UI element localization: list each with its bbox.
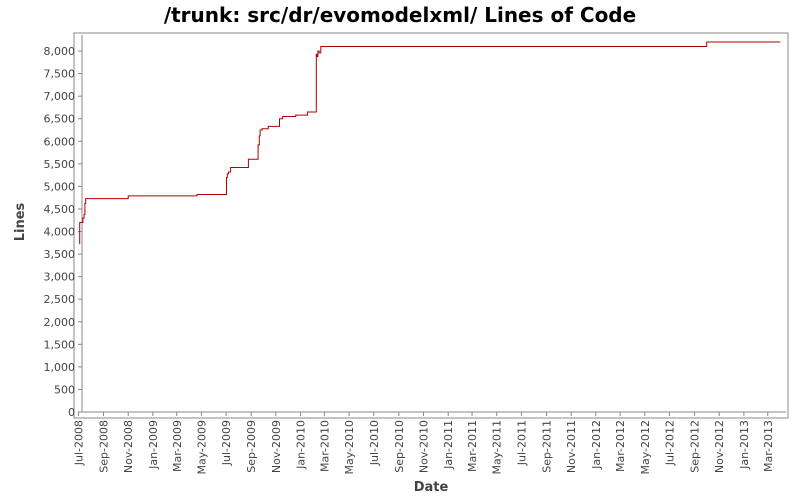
y-tick-label: 6,500 [44,113,76,126]
x-tick-label: Jul-2009 [220,420,233,466]
x-tick-label: Mar-2011 [466,420,479,472]
x-tick-label: Jul-2008 [72,420,85,466]
x-tick-label: Jul-2012 [663,420,676,466]
y-tick-label: 0 [68,406,75,419]
series-line [79,41,781,245]
y-tick-label: 7,500 [44,68,76,81]
x-axis: Jul-2008 Sep-2008 Nov-2008 Jan-2009 Mar-2009… [72,411,786,475]
x-tick-label: Sep-2008 [98,420,111,473]
x-tick-label: Sep-2011 [540,420,553,473]
x-tick-label: Jan-2012 [590,420,603,470]
y-tick-label: 3,000 [44,271,76,284]
x-tick-label: Nov-2010 [418,420,431,473]
x-tick-label: Nov-2008 [122,420,135,473]
x-tick-label: Sep-2009 [245,420,258,473]
x-tick-label: Mar-2009 [171,420,184,472]
x-axis-title: Date [414,480,449,495]
y-tick-label: 7,000 [44,90,76,103]
x-tick-label: Jan-2011 [442,420,455,470]
x-tick-label: Jul-2010 [368,420,381,466]
y-tick-label: 1,500 [44,338,76,351]
x-tick-label: Nov-2009 [270,420,283,473]
chart-title: /trunk: src/dr/evomodelxml/ Lines of Cod… [163,3,637,27]
x-tick-label: Mar-2013 [762,420,775,472]
y-tick-label: 4,000 [44,226,76,239]
x-tick-label: Jul-2011 [515,420,528,466]
x-tick-label: Mar-2012 [614,420,627,472]
x-tick-label: May-2010 [343,420,356,475]
x-tick-label: Jan-2013 [738,420,751,470]
x-tick-label: Sep-2010 [393,420,406,473]
y-tick-label: 2,000 [44,316,76,329]
x-tick-label: May-2009 [195,420,208,475]
y-tick-label: 5,500 [44,158,76,171]
y-tick-label: 3,500 [44,248,76,261]
plot-area-border [73,32,789,419]
y-tick-label: 5,000 [44,180,76,193]
y-tick-label: 500 [54,383,75,396]
y-axis: 0 500 1,000 1,500 2,000 2,500 3,000 3,500 4,000 4… [44,35,83,419]
x-tick-label: Mar-2010 [318,420,331,472]
y-tick-label: 4,500 [44,203,76,216]
y-axis-title: Lines [13,202,28,241]
x-tick-label: Jan-2010 [295,420,308,470]
x-tick-label: Jan-2009 [147,420,160,470]
x-tick-label: Nov-2012 [713,420,726,473]
x-tick-label: May-2012 [639,420,652,475]
y-tick-label: 2,500 [44,293,76,306]
x-tick-label: Sep-2012 [689,420,702,473]
y-tick-label: 6,000 [44,135,76,148]
x-tick-label: May-2011 [491,420,504,475]
y-tick-label: 8,000 [44,45,76,58]
x-tick-label: Nov-2011 [565,420,578,473]
y-tick-label: 1,000 [44,361,76,374]
